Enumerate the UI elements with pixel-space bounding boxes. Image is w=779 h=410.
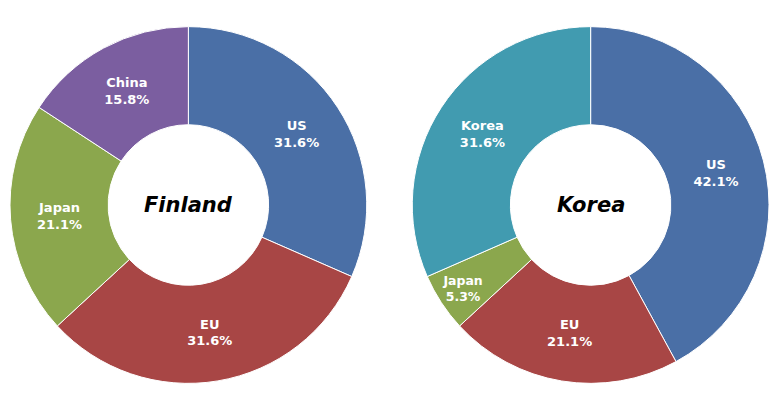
svg-text:US42.1%: US42.1% — [693, 157, 738, 189]
svg-text:Finland: Finland — [144, 193, 233, 217]
svg-text:Korea: Korea — [557, 193, 625, 217]
svg-text:Japan5.3%: Japan5.3% — [442, 273, 482, 304]
svg-text:Japan21.1%: Japan21.1% — [37, 200, 82, 232]
svg-text:Korea31.6%: Korea31.6% — [460, 118, 505, 150]
svg-text:EU31.6%: EU31.6% — [187, 317, 232, 349]
svg-text:EU21.1%: EU21.1% — [547, 317, 592, 349]
svg-text:US31.6%: US31.6% — [274, 118, 319, 150]
svg-text:China15.8%: China15.8% — [104, 75, 149, 107]
